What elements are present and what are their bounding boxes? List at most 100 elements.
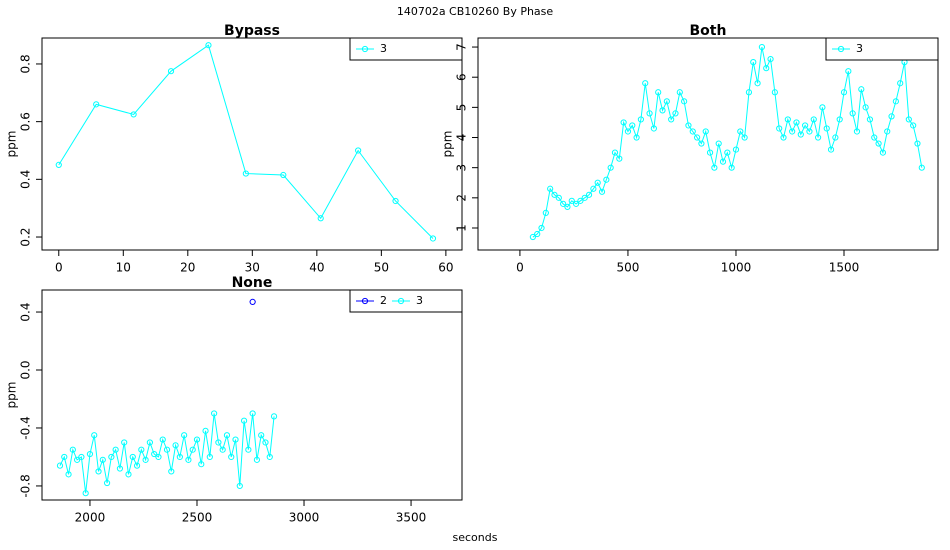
data-point bbox=[529, 233, 536, 241]
data-point bbox=[262, 439, 269, 446]
data-point bbox=[758, 43, 766, 51]
x-tick-label: 60 bbox=[438, 261, 453, 275]
data-point bbox=[711, 164, 718, 171]
data-point bbox=[129, 453, 136, 461]
data-point bbox=[862, 104, 869, 111]
data-point bbox=[236, 482, 243, 490]
x-tick-label: 2500 bbox=[182, 511, 213, 525]
data-point bbox=[905, 116, 912, 123]
data-point bbox=[167, 68, 175, 75]
data-point bbox=[789, 128, 796, 135]
data-point bbox=[555, 194, 562, 201]
data-point bbox=[240, 417, 248, 424]
data-point bbox=[620, 119, 627, 126]
x-axis-label: seconds bbox=[453, 531, 498, 544]
data-point bbox=[741, 134, 748, 141]
data-point bbox=[133, 462, 141, 469]
legend-marker bbox=[837, 45, 845, 53]
y-axis-label: ppm bbox=[5, 382, 19, 409]
data-point bbox=[280, 171, 287, 179]
data-point bbox=[875, 140, 882, 147]
data-point bbox=[78, 453, 85, 461]
y-axis-label: ppm bbox=[5, 131, 19, 158]
data-point bbox=[793, 119, 800, 126]
plot-frame bbox=[41, 37, 463, 251]
data-point bbox=[211, 410, 218, 417]
data-point bbox=[879, 149, 887, 156]
data-point bbox=[168, 468, 175, 475]
data-point bbox=[232, 436, 239, 443]
data-point bbox=[146, 439, 153, 446]
data-point bbox=[819, 104, 826, 111]
data-point bbox=[771, 89, 778, 96]
data-point bbox=[202, 427, 209, 434]
data-point bbox=[108, 453, 115, 461]
data-point bbox=[676, 89, 683, 96]
x-tick-label: 500 bbox=[616, 261, 639, 275]
data-point bbox=[866, 116, 874, 123]
data-point bbox=[689, 128, 696, 135]
data-point bbox=[568, 197, 575, 204]
y-tick-label: 0.4 bbox=[19, 170, 33, 189]
data-point bbox=[159, 436, 166, 443]
data-point bbox=[317, 215, 324, 222]
data-point bbox=[155, 453, 162, 461]
data-point bbox=[551, 191, 558, 198]
data-point bbox=[633, 134, 640, 141]
data-point bbox=[629, 122, 636, 129]
data-point bbox=[181, 432, 188, 439]
x-tick-label: 40 bbox=[309, 261, 324, 275]
data-point bbox=[189, 446, 196, 453]
data-point bbox=[392, 197, 399, 205]
y-tick-label: 1 bbox=[455, 224, 469, 232]
data-point bbox=[797, 131, 804, 138]
data-point bbox=[814, 134, 822, 141]
legend-label: 3 bbox=[416, 294, 423, 307]
data-point bbox=[74, 456, 81, 463]
data-point bbox=[69, 446, 76, 453]
data-point bbox=[646, 110, 653, 117]
data-point bbox=[642, 80, 649, 87]
data-point bbox=[564, 203, 571, 210]
legend-marker bbox=[361, 297, 369, 305]
y-tick-label: 0.2 bbox=[19, 227, 33, 246]
plot-frame bbox=[477, 37, 939, 251]
data-point bbox=[823, 125, 830, 132]
data-point bbox=[55, 161, 62, 169]
data-point bbox=[91, 432, 98, 439]
x-tick-label: 0 bbox=[55, 261, 63, 275]
y-tick-label: 4 bbox=[455, 134, 469, 142]
data-point bbox=[698, 140, 705, 147]
data-point bbox=[429, 235, 437, 242]
data-point bbox=[607, 164, 614, 171]
data-point bbox=[737, 128, 744, 135]
data-point bbox=[767, 56, 774, 63]
data-point bbox=[732, 146, 740, 153]
data-point bbox=[598, 188, 606, 195]
data-point bbox=[650, 125, 657, 132]
data-point bbox=[681, 98, 688, 105]
data-point bbox=[125, 471, 132, 478]
panel-title: Bypass bbox=[224, 23, 280, 39]
data-point bbox=[242, 170, 249, 177]
data-point bbox=[547, 185, 554, 192]
data-point bbox=[112, 446, 119, 453]
data-point bbox=[590, 185, 597, 192]
data-point bbox=[827, 146, 835, 153]
data-point bbox=[249, 298, 256, 305]
data-point bbox=[776, 125, 783, 132]
data-point bbox=[840, 89, 848, 96]
data-point bbox=[685, 122, 692, 129]
data-point bbox=[538, 224, 545, 232]
data-point bbox=[103, 479, 111, 487]
x-tick-label: 30 bbox=[245, 261, 260, 275]
x-tick-label: 0 bbox=[516, 261, 524, 275]
data-point bbox=[655, 89, 662, 96]
x-tick-label: 2000 bbox=[75, 511, 106, 525]
data-point bbox=[780, 134, 787, 141]
data-point bbox=[61, 453, 68, 461]
y-tick-label: 0.6 bbox=[19, 112, 33, 131]
data-point bbox=[86, 450, 94, 458]
data-point bbox=[249, 410, 256, 417]
